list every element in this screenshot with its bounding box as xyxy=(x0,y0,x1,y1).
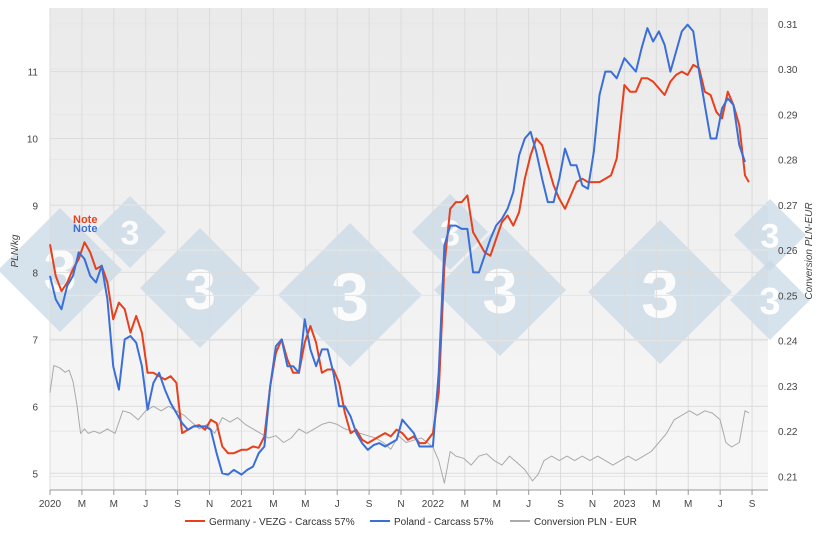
x-tick-label: S xyxy=(749,499,756,510)
legend-label: Conversion PLN - EUR xyxy=(534,517,637,528)
x-tick-label: N xyxy=(397,499,404,510)
x-tick-label: N xyxy=(589,499,596,510)
x-tick-label: M xyxy=(110,499,118,510)
x-tick-label: J xyxy=(335,499,340,510)
y2-tick-label: 0.30 xyxy=(778,65,798,76)
y2-tick-label: 0.26 xyxy=(778,246,798,257)
y-tick-label: 10 xyxy=(27,135,39,146)
x-tick-label: 2021 xyxy=(230,499,253,510)
series-line-poland xyxy=(49,23,746,476)
y2-tick-label: 0.23 xyxy=(778,382,798,393)
y2-tick-label: 0.25 xyxy=(778,291,798,302)
x-tick-label: 2022 xyxy=(422,499,445,510)
series-layer xyxy=(49,23,750,484)
x-tick-label: S xyxy=(366,499,373,510)
x-tick-label: J xyxy=(143,499,148,510)
y2-tick-label: 0.27 xyxy=(778,201,798,212)
y2-axis-title: Conversion PLN-EUR xyxy=(804,202,815,299)
x-tick-label: 2023 xyxy=(613,499,636,510)
y2-tick-label: 0.22 xyxy=(778,427,798,438)
y-tick-label: 5 xyxy=(32,469,38,480)
x-tick-label: N xyxy=(206,499,213,510)
note-label: Note xyxy=(73,214,97,226)
x-tick-label: J xyxy=(718,499,723,510)
y2-tick-label: 0.29 xyxy=(778,110,798,121)
svg-text:3: 3 xyxy=(641,256,679,332)
y-tick-label: 9 xyxy=(32,201,38,212)
x-tick-label: M xyxy=(269,499,277,510)
svg-text:3: 3 xyxy=(121,215,140,253)
axes: 5 6 7 8 9 10 11 0.21 0.22 0.23 0.24 0.25 0.26 0.27 0.2… xyxy=(27,20,798,510)
series-line-conversion xyxy=(49,365,750,484)
watermark-logo: 3 xyxy=(730,260,810,340)
svg-text:3: 3 xyxy=(761,218,780,256)
y2-tick-label: 0.28 xyxy=(778,156,798,167)
legend-label: Poland - Carcass 57% xyxy=(394,517,494,528)
y-tick-label: 7 xyxy=(32,335,38,346)
x-tick-label: S xyxy=(557,499,564,510)
watermark-logo: 3 xyxy=(434,224,566,356)
x-tick-label: M xyxy=(684,499,692,510)
svg-text:3: 3 xyxy=(482,257,517,327)
y2-tick-label: 0.31 xyxy=(778,20,798,31)
x-tick-label: M xyxy=(301,499,309,510)
svg-text:3: 3 xyxy=(184,258,216,322)
y-tick-label: 8 xyxy=(32,268,38,279)
x-tick-label: M xyxy=(78,499,86,510)
legend-label: Germany - VEZG - Carcass 57% xyxy=(209,517,355,528)
y-tick-label: 11 xyxy=(28,68,39,79)
x-tick-label: 2020 xyxy=(39,499,62,510)
x-tick-label: S xyxy=(174,499,181,510)
svg-text:3: 3 xyxy=(759,281,780,323)
watermark-logo: 3 xyxy=(140,228,260,348)
gridlines xyxy=(49,8,768,490)
y-axis-title: PLN/kg xyxy=(10,234,21,267)
y2-tick-label: 0.24 xyxy=(778,337,798,348)
x-tick-label: M xyxy=(652,499,660,510)
y-tick-label: 6 xyxy=(32,402,38,413)
legend: Germany - VEZG - Carcass 57% Poland - Car… xyxy=(185,517,637,528)
y2-tick-label: 0.21 xyxy=(778,472,798,483)
x-tick-label: J xyxy=(526,499,531,510)
x-tick-label: M xyxy=(493,499,501,510)
note-label: Note xyxy=(73,223,97,235)
x-tick-label: M xyxy=(461,499,469,510)
